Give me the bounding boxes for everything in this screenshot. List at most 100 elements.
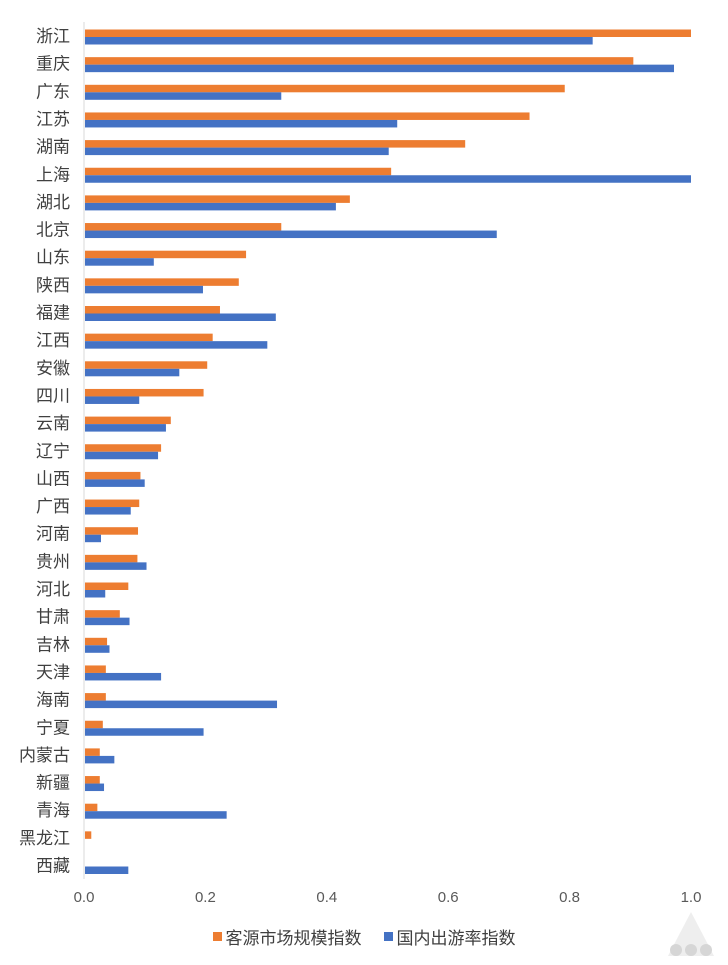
- category-label-25: 宁夏: [36, 718, 70, 738]
- bar-travel-rate-28: [85, 811, 227, 819]
- bar-market-size-29: [85, 831, 92, 839]
- bar-travel-rate-7: [85, 230, 497, 239]
- category-label-3: 江苏: [36, 110, 70, 130]
- bar-travel-rate-5: [85, 175, 691, 183]
- x-tick-labels: 0.0 0.2 0.4 0.6 0.8 1.0: [74, 889, 702, 906]
- category-label-17: 广西: [36, 497, 70, 517]
- category-label-15: 辽宁: [36, 442, 70, 462]
- bar-market-size-23: [85, 665, 106, 673]
- bar-market-size-7: [85, 223, 282, 231]
- category-label-6: 湖北: [36, 193, 70, 213]
- bar-market-size-16: [85, 471, 141, 480]
- bar-travel-rate-14: [85, 424, 166, 432]
- category-label-0: 浙江: [36, 27, 70, 47]
- bar-market-size-5: [85, 167, 392, 176]
- category-label-22: 吉林: [36, 635, 70, 655]
- bar-market-size-21: [85, 610, 120, 618]
- category-label-12: 安徽: [36, 359, 70, 379]
- x-tick-label-0: 0.0: [74, 889, 95, 906]
- bar-travel-rate-16: [85, 479, 145, 487]
- bar-travel-rate-13: [85, 396, 140, 404]
- bar-travel-rate-15: [85, 451, 159, 460]
- category-label-10: 福建: [36, 304, 70, 324]
- bar-travel-rate-17: [85, 507, 131, 515]
- category-label-4: 湖南: [36, 138, 70, 158]
- bar-market-size-1: [85, 57, 634, 65]
- category-label-24: 海南: [36, 691, 70, 711]
- x-tick-label-2: 0.4: [316, 889, 337, 906]
- bar-market-size-6: [85, 195, 350, 203]
- bar-market-size-28: [85, 803, 98, 812]
- bar-travel-rate-23: [85, 672, 162, 681]
- legend-item-series-0: 客源市场规模指数: [212, 924, 362, 949]
- watermark-logo: [668, 912, 714, 956]
- bar-travel-rate-3: [85, 119, 398, 128]
- category-label-1: 重庆: [36, 55, 70, 75]
- category-label-21: 甘肃: [36, 608, 70, 628]
- category-label-11: 江西: [36, 331, 70, 351]
- bar-travel-rate-27: [85, 783, 105, 792]
- bar-market-size-0: [85, 29, 691, 37]
- bar-market-size-12: [85, 361, 208, 369]
- bar-travel-rate-30: [85, 866, 129, 874]
- bar-market-size-14: [85, 416, 171, 425]
- bar-market-size-22: [85, 637, 108, 646]
- category-label-2: 广东: [36, 82, 70, 102]
- bar-market-size-25: [85, 720, 103, 729]
- category-label-29: 黑龙江: [19, 829, 70, 849]
- bar-market-size-27: [85, 776, 100, 784]
- bar-travel-rate-24: [85, 700, 278, 709]
- category-label-16: 山西: [36, 469, 70, 489]
- legend-label-series-0: 客源市场规模指数: [225, 929, 362, 949]
- bar-travel-rate-26: [85, 755, 115, 764]
- bar-travel-rate-2: [85, 92, 282, 100]
- bar-travel-rate-4: [85, 147, 389, 156]
- category-label-9: 陕西: [36, 276, 70, 296]
- x-tick-label-3: 0.6: [438, 889, 459, 906]
- bar-travel-rate-12: [85, 368, 180, 377]
- bar-market-size-19: [85, 554, 138, 563]
- legend-swatch-series-1: [383, 932, 393, 941]
- bar-market-size-10: [85, 306, 220, 314]
- bar-travel-rate-10: [85, 313, 276, 321]
- category-label-20: 河北: [36, 580, 70, 600]
- category-label-26: 内蒙古: [19, 746, 70, 766]
- bar-travel-rate-22: [85, 645, 110, 653]
- category-label-23: 天津: [36, 663, 70, 683]
- x-tick-label-4: 0.8: [559, 889, 580, 906]
- legend: 客源市场规模指数 国内出游率指数: [0, 924, 728, 949]
- bar-market-size-8: [85, 250, 247, 259]
- bar-travel-rate-1: [85, 64, 675, 73]
- category-label-27: 新疆: [36, 774, 70, 794]
- bar-travel-rate-18: [85, 534, 101, 543]
- bar-travel-rate-11: [85, 341, 268, 349]
- bar-travel-rate-6: [85, 202, 336, 211]
- category-label-8: 山东: [36, 248, 70, 268]
- bar-market-size-3: [85, 112, 530, 120]
- bar-market-size-4: [85, 140, 466, 148]
- bar-travel-rate-25: [85, 728, 204, 736]
- category-label-19: 贵州: [36, 552, 70, 572]
- bar-market-size-11: [85, 333, 213, 342]
- legend-swatch-series-0: [212, 932, 222, 941]
- x-tick-label-5: 1.0: [681, 889, 702, 906]
- bar-market-size-18: [85, 527, 139, 535]
- category-label-7: 北京: [36, 221, 70, 241]
- x-tick-label-1: 0.2: [195, 889, 216, 906]
- category-labels: 浙江重庆广东江苏湖南上海湖北北京山东陕西福建江西安徽四川云南辽宁山西广西河南贵州…: [19, 27, 70, 877]
- bar-market-size-17: [85, 499, 140, 508]
- bar-market-size-2: [85, 84, 565, 93]
- bar-travel-rate-8: [85, 258, 154, 266]
- legend-item-series-1: 国内出游率指数: [383, 924, 516, 949]
- bar-market-size-9: [85, 278, 239, 286]
- bar-market-size-13: [85, 388, 204, 397]
- bar-market-size-24: [85, 693, 106, 701]
- bar-market-size-20: [85, 582, 129, 590]
- legend-label-series-1: 国内出游率指数: [396, 929, 516, 949]
- category-label-30: 西藏: [36, 857, 70, 877]
- bar-travel-rate-19: [85, 562, 147, 570]
- category-label-5: 上海: [36, 165, 70, 185]
- category-label-18: 河南: [36, 525, 70, 545]
- bar-travel-rate-0: [85, 37, 593, 45]
